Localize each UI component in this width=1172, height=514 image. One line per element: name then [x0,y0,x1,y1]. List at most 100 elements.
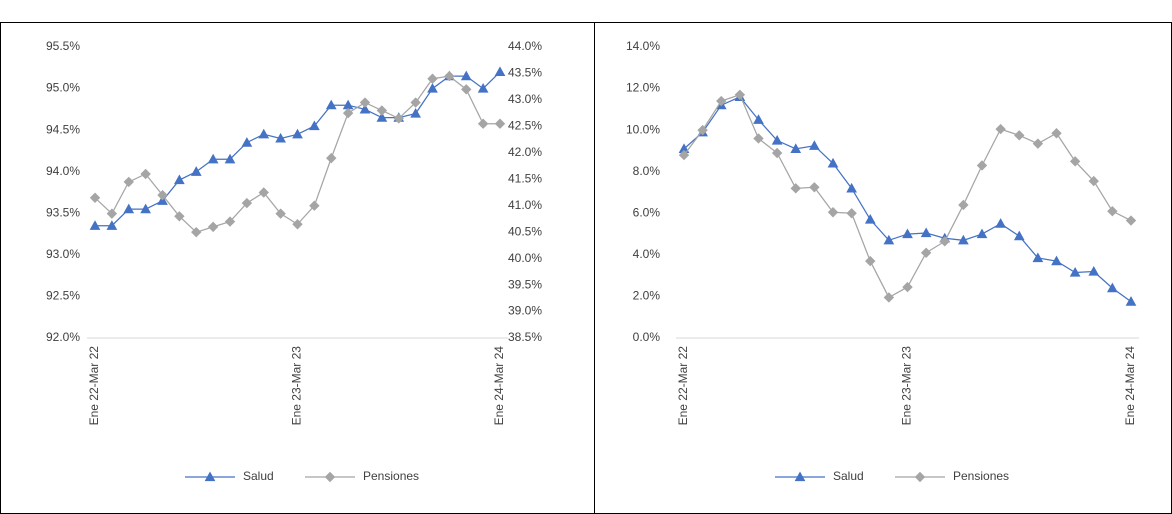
data-point [241,197,253,209]
data-point [224,153,236,164]
data-point [477,118,489,129]
x-tick-label: Ene 23-Mar 23 [290,346,304,426]
y2-tick-label: 40.5% [508,224,542,238]
data-point [1088,265,1100,276]
data-point [140,203,151,214]
data-point [1107,282,1118,293]
data-point [809,140,820,150]
x-tick-label: Ene 24-Mar 24 [492,346,506,426]
data-point [902,228,913,239]
data-point [827,157,839,168]
data-point [771,147,783,159]
legend-label: Pensiones [953,469,1009,483]
data-point [106,208,118,219]
data-point [753,114,764,124]
data-point [309,200,320,211]
data-point [224,216,236,227]
data-point [427,83,438,93]
y2-tick-label: 43.0% [508,92,542,106]
data-point [359,97,371,108]
data-point [157,189,168,201]
data-point [920,227,932,238]
y-tick-label: 4.0% [633,247,661,261]
data-point [275,132,286,143]
data-point [326,152,337,164]
data-point [444,70,455,82]
y2-tick-label: 40.0% [508,251,542,265]
data-point [342,107,354,119]
data-point [958,199,969,211]
y-tick-label: 93.5% [46,205,80,219]
y-tick-label: 6.0% [633,205,661,219]
data-point [1069,156,1081,167]
data-point [883,292,895,303]
x-tick-label: Ene 23-Mar 23 [900,346,914,426]
data-point [140,168,151,180]
legend-label: Salud [243,469,274,483]
y-tick-label: 95.0% [46,81,80,95]
y-tick-label: 10.0% [626,122,660,136]
legend-label: Salud [833,469,864,483]
data-point [258,128,270,139]
data-point [976,160,988,171]
data-point [427,73,438,84]
data-point [1069,266,1081,277]
y-tick-label: 94.0% [46,164,80,178]
data-point [976,228,988,239]
data-point [678,149,690,161]
data-point [1032,138,1044,149]
data-point [410,97,421,108]
legend-marker [794,471,806,482]
data-point [846,208,857,219]
data-point [190,166,202,176]
y-tick-label: 2.0% [633,289,661,303]
data-point [460,70,472,81]
y-tick-label: 8.0% [633,164,661,178]
data-point [716,95,727,107]
y-tick-label: 92.5% [46,289,80,303]
data-point [809,182,820,193]
data-point [846,182,857,193]
data-point [734,89,746,101]
y2-tick-label: 42.0% [508,145,542,159]
y2-tick-label: 43.5% [508,66,542,80]
data-point [477,83,489,93]
data-point [920,247,932,258]
y2-tick-label: 38.5% [508,330,542,344]
x-tick-label: Ene 22-Mar 22 [87,346,101,426]
data-point [309,120,320,131]
y-tick-label: 95.5% [46,39,80,53]
data-point [106,220,118,230]
data-point [995,123,1006,135]
data-point [494,66,506,77]
data-point [865,255,876,267]
data-point [89,220,101,230]
legend-marker [204,471,216,482]
data-point [241,137,253,147]
data-point [461,84,472,95]
data-point [1125,215,1137,226]
y2-tick-label: 42.5% [508,119,542,133]
data-point [376,105,388,116]
data-point [697,124,708,136]
legend-marker [914,471,926,483]
data-point [191,226,202,238]
data-point [89,192,101,203]
data-point [790,143,802,153]
data-point [123,176,134,188]
data-point [123,203,135,214]
legend-marker [324,471,336,483]
data-point [883,234,895,245]
data-point [958,234,969,245]
data-point [207,221,219,233]
y2-tick-label: 41.0% [508,198,542,212]
data-point [292,219,303,230]
data-point [1107,206,1118,217]
y-tick-label: 0.0% [633,330,661,344]
x-tick-label: Ene 22-Mar 22 [676,346,690,426]
data-point [258,187,269,198]
data-point [790,183,801,194]
legend-label: Pensiones [363,469,419,483]
